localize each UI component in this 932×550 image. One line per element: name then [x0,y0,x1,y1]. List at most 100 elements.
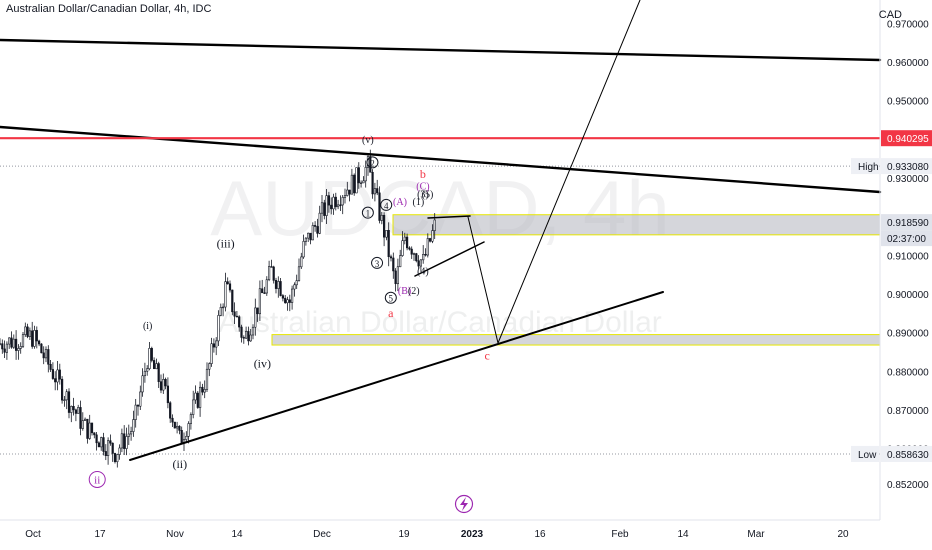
candle-body [84,418,87,421]
candle-body [318,212,321,234]
candle-body [26,326,29,337]
candlestick-series [0,149,436,468]
candle-body [359,182,363,184]
candle-body [350,174,354,195]
candle-body [389,256,393,259]
wave-label: (3) [417,189,429,200]
candle-body [113,453,117,463]
candle-body [222,306,225,309]
candle-body [417,260,420,267]
candle-body [261,288,264,294]
candle-body [300,256,303,268]
candle-body [176,425,179,429]
support-trendline[interactable] [129,291,664,461]
candle-body [0,343,2,345]
upper-trendline[interactable] [0,38,882,62]
candle-body [15,338,18,351]
candle-body [426,238,429,256]
candle-body [24,326,27,335]
price-tick-label: 0.970000 [887,19,929,30]
candle-body [357,167,360,184]
candle-body [17,348,20,351]
time-tick-label: 20 [837,529,849,540]
wave-labels: ii(i)(ii)(iii)(iv)(v)21435a(A)(B)(2)(1)(… [88,135,490,488]
time-tick-label: Dec [313,529,331,540]
price-marker-value: 0.918590 [887,218,929,229]
price-marker-value: 02:37:00 [887,234,926,245]
candle-body [295,280,298,286]
candle-body [215,340,218,348]
wave-label: (v) [362,135,374,146]
candle-body [100,437,103,448]
wave-label: b [420,167,426,181]
time-axis[interactable]: Oct 17 Nov 14 Dec 19 2023 16 Feb 14 Mar 20 [0,519,880,540]
candle-body [3,348,6,353]
price-axis[interactable]: 0.970000 0.960000 0.950000 0.930000 0.910000… [879,0,929,520]
candle-body [424,254,427,256]
wave-label-circle [371,256,384,269]
candle-body [148,348,151,370]
wave-label: (ii) [172,457,187,471]
candle-body [88,422,91,439]
candle-body [5,343,8,353]
candle-body [412,253,416,255]
candle-body [109,440,112,444]
candle-body [157,363,160,382]
triangle-upper-line[interactable] [427,215,471,219]
candle-body [40,343,43,354]
candle-body [233,311,236,317]
candle-body [320,202,324,214]
time-tick-label: 14 [231,529,243,540]
time-tick-label: 16 [534,529,546,540]
candle-body [369,156,372,173]
candle-body [394,270,397,285]
price-tick-label: 0.880000 [887,367,929,378]
candle-body [19,346,22,349]
candle-body [224,281,227,308]
candle-body [249,334,252,342]
candle-body [116,454,119,463]
candle-body [67,391,71,413]
candle-body [245,331,248,339]
candle-body [238,316,241,328]
candle-body [415,253,418,262]
candle-body [265,279,268,294]
candle-body [256,307,259,315]
candle-body [267,266,271,281]
candle-body [353,174,356,194]
candle-body [31,330,34,347]
wave-label: (5) [422,189,434,200]
candle-body [343,195,347,198]
wave-label: 4 [384,201,389,211]
candle-body [196,392,199,408]
time-tick-label: Feb [611,529,629,540]
wave-label: 1 [366,209,371,219]
candle-body [44,349,48,359]
chart-title: Australian Dollar/Canadian Dollar, 4h, I… [6,3,212,15]
trend-drawings[interactable] [0,0,882,461]
price-marker-value: 0.933080 [887,162,929,173]
candle-body [70,406,73,413]
candle-body [86,418,89,439]
wave-label: (i) [143,321,152,332]
triangle-lower-line[interactable] [414,241,485,277]
price-tick-label: 0.870000 [887,406,929,417]
candle-body [139,391,142,407]
lightning-icon[interactable] [460,497,468,511]
price-tick-label: 0.960000 [887,58,929,69]
candle-body [348,189,351,195]
candle-body [162,379,165,391]
projection-up-line[interactable] [497,0,641,344]
wave-label: (2) [408,286,420,297]
lightning-event-icon[interactable] [454,494,474,514]
candle-body [371,171,374,195]
candle-body [419,259,423,267]
projection-down-line[interactable] [467,216,499,344]
candle-body [203,389,206,393]
candle-body [47,349,50,365]
candle-body [387,230,390,257]
candle-body [169,402,172,419]
candle-body [180,430,183,444]
candle-body [118,447,121,455]
